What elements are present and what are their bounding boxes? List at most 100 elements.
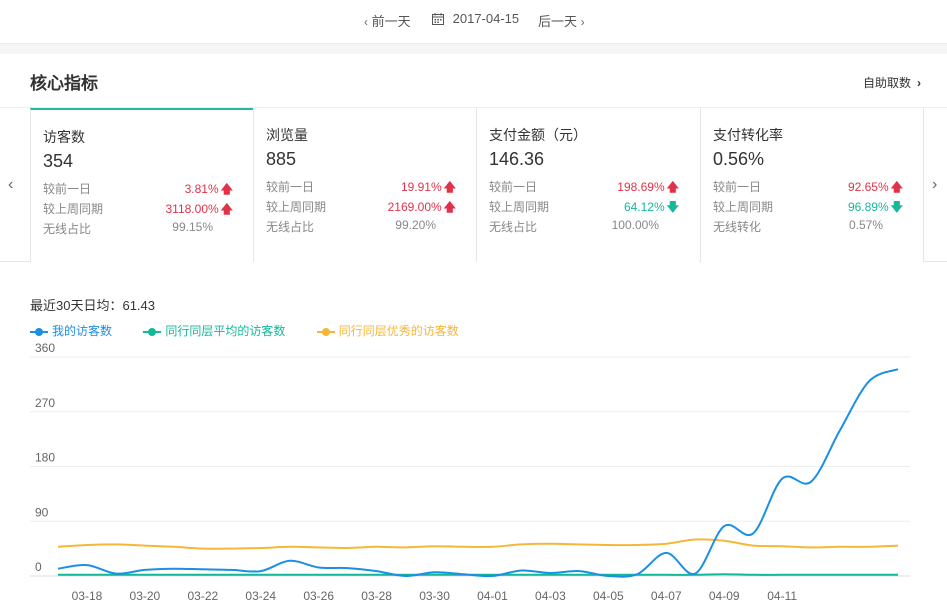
x-tick-label: 03-18 <box>72 589 103 603</box>
y-tick-label: 0 <box>35 560 42 574</box>
chart-legend: 我的访客数 同行同层平均的访客数 同行同层优秀的访客数 <box>30 322 487 339</box>
metric-row-label: 较上周同期 <box>43 202 104 216</box>
arrow-up-icon: 🡅 <box>220 202 233 216</box>
chevron-right-icon: › <box>917 76 921 90</box>
metric-card-conversion-rate[interactable]: 支付转化率 0.56% 较前一日 92.65% 🡅 较上周同期 96.89% 🡇 无… <box>700 108 923 262</box>
metric-card-payment-amount[interactable]: 支付金额（元） 146.36 较前一日 198.69% 🡅 较上周同期 64.12… <box>476 108 699 262</box>
metric-card-visitors[interactable]: 访客数 354 较前一日 3.81% 🡅 较上周同期 3118.00% 🡅 无线占比… <box>30 108 253 263</box>
data-point <box>751 531 755 535</box>
data-point <box>346 566 350 570</box>
metric-title: 浏览量 <box>266 127 308 143</box>
data-point <box>780 573 784 577</box>
self-fetch-link[interactable]: 自助取数 › <box>863 74 921 91</box>
metric-row-number: 99.20% <box>395 218 436 232</box>
data-point <box>346 573 350 577</box>
metric-row: 无线转化 0.57% <box>713 218 903 235</box>
cards-next-arrow-icon[interactable]: › <box>932 176 938 193</box>
legend-label: 同行同层优秀的访客数 <box>338 324 459 338</box>
data-point <box>548 571 552 575</box>
next-day-label: 后一天 <box>538 14 578 29</box>
data-point <box>317 545 321 549</box>
data-point <box>838 573 842 577</box>
data-point <box>259 569 263 573</box>
data-point <box>809 573 813 577</box>
data-point <box>201 547 205 551</box>
data-point <box>809 480 813 484</box>
x-tick-label: 04-01 <box>477 589 508 603</box>
arrow-up-icon: 🡅 <box>220 182 233 196</box>
metric-row: 较前一日 92.65% 🡅 <box>713 178 903 195</box>
data-point <box>288 559 292 563</box>
legend-item-peer-top[interactable]: 同行同层优秀的访客数 <box>316 322 459 339</box>
x-tick-label: 04-03 <box>535 589 566 603</box>
data-point <box>143 544 147 548</box>
section-divider <box>0 44 947 54</box>
x-tick-label: 03-30 <box>419 589 450 603</box>
data-point <box>375 573 379 577</box>
legend-item-peer-average[interactable]: 同行同层平均的访客数 <box>143 322 285 339</box>
data-point <box>867 379 871 383</box>
data-point <box>56 573 60 577</box>
data-point <box>56 567 60 571</box>
y-tick-label: 270 <box>35 396 55 410</box>
data-point <box>635 572 639 576</box>
data-point <box>664 551 668 555</box>
data-point <box>143 568 147 572</box>
data-point <box>664 542 668 546</box>
data-point <box>635 543 639 547</box>
data-point <box>201 567 205 571</box>
data-point <box>867 545 871 549</box>
next-day-button[interactable]: 后一天 › <box>538 11 585 30</box>
metric-row: 较上周同期 2169.00% 🡅 <box>266 198 456 215</box>
legend-item-mine[interactable]: 我的访客数 <box>30 322 112 339</box>
metric-row: 较上周同期 3118.00% 🡅 <box>43 200 233 217</box>
data-point <box>259 573 263 577</box>
legend-line-marker-icon <box>143 328 162 336</box>
metric-row: 无线占比 99.15% <box>43 220 233 237</box>
date-picker[interactable]: 2017-04-15 <box>432 11 519 26</box>
data-point <box>172 573 176 577</box>
data-point <box>751 573 755 577</box>
data-point <box>317 573 321 577</box>
data-point <box>404 574 408 578</box>
y-tick-label: 90 <box>35 505 49 519</box>
metric-row-value: 100.00% <box>612 218 659 232</box>
self-fetch-label: 自助取数 <box>862 76 911 90</box>
metric-row-value: 19.91% 🡅 <box>401 178 456 199</box>
series-line-peer-top <box>57 538 899 550</box>
legend-label: 同行同层平均的访客数 <box>165 324 286 338</box>
data-point <box>375 569 379 573</box>
data-point <box>375 545 379 549</box>
cards-prev-arrow-icon[interactable]: ‹ <box>8 176 14 193</box>
metric-row-label: 无线占比 <box>43 222 92 236</box>
series-line-mine <box>57 368 899 578</box>
data-point <box>838 428 842 432</box>
legend-line-marker-icon <box>30 328 48 336</box>
legend-label: 我的访客数 <box>52 324 113 338</box>
metric-row-number: 96.89% <box>847 200 889 214</box>
metric-row-number: 198.69% <box>617 180 665 194</box>
x-tick-label: 04-09 <box>709 589 740 603</box>
previous-day-button[interactable]: ‹ 前一天 <box>364 11 411 30</box>
metric-row-label: 较上周同期 <box>713 200 774 214</box>
metric-card-pageviews[interactable]: 浏览量 885 较前一日 19.91% 🡅 较上周同期 2169.00% 🡅 无线占… <box>253 108 476 262</box>
data-point <box>85 563 89 567</box>
data-point <box>114 542 118 546</box>
metric-row-label: 无线占比 <box>489 220 538 234</box>
data-point <box>751 544 755 548</box>
data-point <box>606 574 610 578</box>
data-point <box>809 545 813 549</box>
arrow-down-icon: 🡇 <box>890 200 903 214</box>
data-point <box>722 524 726 528</box>
visitor-trend-chart: 0 90 180 270 360 03-18 03-20 03-22 03-24 03-26 03-… <box>30 341 910 603</box>
data-point <box>577 569 581 573</box>
x-tick-label: 04-05 <box>593 589 624 603</box>
calendar-icon <box>432 13 444 25</box>
data-point <box>288 573 292 577</box>
data-point <box>838 545 842 549</box>
metric-title: 支付金额（元） <box>489 127 587 143</box>
data-point <box>404 545 408 549</box>
metric-row-label: 无线占比 <box>266 220 315 234</box>
x-tick-label: 03-24 <box>245 589 276 603</box>
metric-row-value: 99.15% <box>172 220 213 234</box>
